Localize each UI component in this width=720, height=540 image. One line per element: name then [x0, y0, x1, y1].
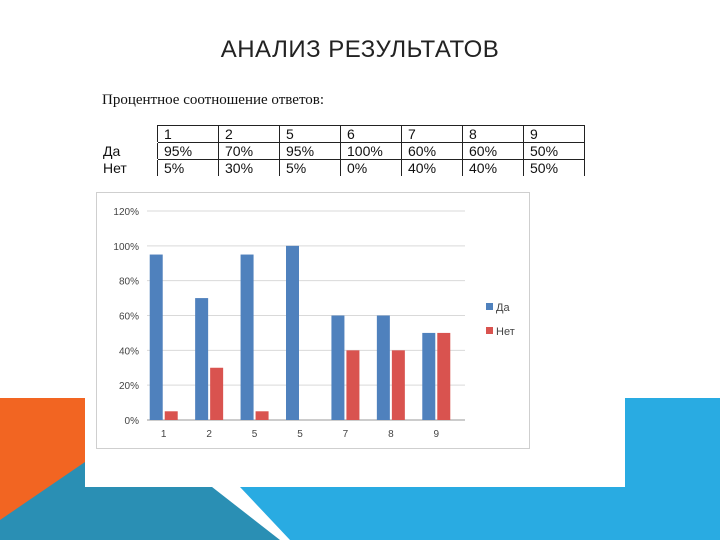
bar-da: [240, 254, 254, 420]
table-header-cell: 2: [218, 125, 280, 143]
x-tick-label: 9: [434, 429, 440, 440]
bar-net: [164, 411, 178, 420]
y-tick-label: 40%: [119, 346, 139, 357]
y-tick-label: 100%: [113, 242, 139, 253]
legend-label: Да: [496, 302, 510, 314]
table-header-cell: 1: [157, 125, 219, 143]
table-cell: 100%: [340, 142, 402, 160]
blue-accent-shape: [240, 398, 720, 540]
table-row-label: Да: [103, 143, 121, 159]
x-tick-label: 5: [297, 429, 303, 440]
bar-net: [346, 350, 360, 420]
table-cell: 50%: [523, 159, 585, 176]
bar-da: [195, 298, 209, 420]
legend-swatch: [486, 327, 493, 334]
teal-accent-shape: [0, 462, 280, 540]
x-tick-label: 8: [388, 429, 394, 440]
table-cell: 5%: [157, 159, 219, 176]
y-tick-label: 60%: [119, 312, 139, 323]
x-tick-label: 5: [252, 429, 258, 440]
bar-da: [376, 315, 390, 420]
legend-swatch: [486, 303, 493, 310]
table-cell: 70%: [218, 142, 280, 160]
y-tick-label: 0%: [125, 416, 140, 427]
table-header-row: 1 2 5 6 7 8 9: [97, 125, 585, 143]
table-cell: 50%: [523, 142, 585, 160]
table-header-cell: 6: [340, 125, 402, 143]
x-tick-label: 7: [343, 429, 349, 440]
table-cell: 40%: [401, 159, 463, 176]
table-cell: 0%: [340, 159, 402, 176]
table-cell: 60%: [462, 142, 524, 160]
table-header-cell: 8: [462, 125, 524, 143]
bar-da: [286, 245, 299, 420]
table-cell: 30%: [218, 159, 280, 176]
bar-net: [255, 411, 269, 420]
results-table: 1 2 5 6 7 8 9 Да 95% 70% 95% 100% 60% 60…: [97, 125, 585, 176]
table-row-label: Нет: [103, 160, 127, 176]
table-cell: 40%: [462, 159, 524, 176]
table-header-cell: 5: [279, 125, 341, 143]
table-cell: 95%: [157, 142, 219, 160]
slide-title: АНАЛИЗ РЕЗУЛЬТАТОВ: [220, 36, 500, 63]
x-tick-label: 2: [206, 429, 212, 440]
bar-net: [391, 350, 405, 420]
legend-label: Нет: [496, 326, 515, 338]
bar-da: [149, 254, 163, 420]
bar-chart: 0% 20% 40% 60% 80% 100% 120% 1 2 5 5 7 8 9 Да Нет: [113, 207, 515, 440]
table-row: Да 95% 70% 95% 100% 60% 60% 50%: [97, 142, 585, 160]
table-header-cell: 9: [523, 125, 585, 143]
y-tick-label: 80%: [119, 277, 139, 288]
bar-net: [210, 367, 224, 420]
table-corner-cell: [97, 126, 158, 143]
y-tick-label: 120%: [113, 207, 139, 218]
table-caption: Процентное соотношение ответов:: [102, 92, 325, 108]
table-row: Нет 5% 30% 5% 0% 40% 40% 50%: [97, 159, 585, 176]
bar-da: [331, 315, 345, 420]
table-header-cell: 7: [401, 125, 463, 143]
chart-frame: 0% 20% 40% 60% 80% 100% 120% 1 2 5 5 7 8 9 Да Нет: [96, 192, 530, 449]
x-tick-label: 1: [161, 429, 167, 440]
table-cell: 60%: [401, 142, 463, 160]
bar-da: [422, 332, 436, 420]
table-cell: 95%: [279, 142, 341, 160]
bar-net: [437, 332, 451, 420]
y-tick-label: 20%: [119, 381, 139, 392]
table-cell: 5%: [279, 159, 341, 176]
